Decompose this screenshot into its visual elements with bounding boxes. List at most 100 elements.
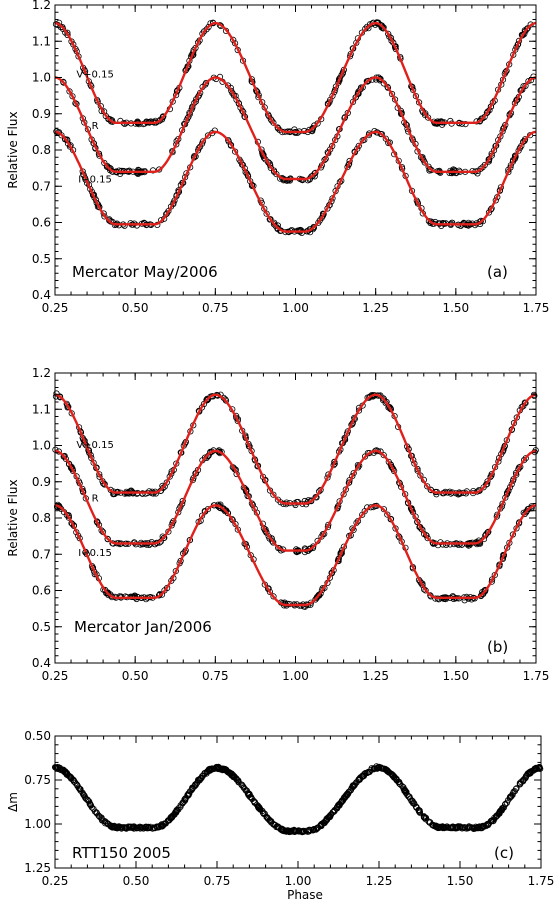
c-data-point <box>506 795 513 802</box>
a-data-point <box>438 118 445 125</box>
b-x-tick-label-2: 0.75 <box>202 669 229 683</box>
b-data-point <box>233 414 240 421</box>
panel-a-x-tick-labels: 0.25 0.50 0.75 1.00 1.25 1.50 1.75 <box>42 301 550 315</box>
c-data-point <box>285 828 292 835</box>
b-data-point <box>521 510 528 518</box>
a-data-point <box>141 219 148 226</box>
a-y-tick-label-8: 1.2 <box>32 0 51 12</box>
c-data-point <box>436 824 443 831</box>
c-data-point <box>123 824 130 832</box>
b-data-point <box>274 496 281 503</box>
a-data-point <box>268 117 275 124</box>
a-series-label-2: I−0.15 <box>78 174 112 185</box>
c-data-point <box>68 774 75 782</box>
a-data-point <box>53 128 60 135</box>
b-data-point <box>385 458 392 465</box>
b-series-label-2: I−0.15 <box>78 548 112 559</box>
c-data-point <box>86 801 93 808</box>
b-data-point <box>56 394 64 401</box>
b-data-point <box>270 491 277 498</box>
c-data-point <box>147 824 154 832</box>
c-data-point <box>530 767 537 774</box>
a-data-point <box>321 156 328 164</box>
a-data-point <box>60 78 67 86</box>
b-data-point <box>387 516 394 523</box>
b-model-curve-2 <box>54 504 537 607</box>
b-y-tick-label-5: 0.9 <box>32 475 51 489</box>
c-data-point <box>392 775 399 783</box>
a-data-point <box>419 155 426 162</box>
a-data-point <box>101 159 108 167</box>
b-x-tick-label-3: 1.00 <box>282 669 309 683</box>
c-data-point <box>336 801 343 808</box>
b-data-point <box>520 456 528 464</box>
b-data-point <box>520 402 527 410</box>
b-data-point <box>523 509 530 516</box>
c-data-point <box>509 790 516 797</box>
a-data-point <box>203 26 210 33</box>
c-data-point <box>292 827 300 835</box>
c-data-point <box>321 819 328 827</box>
b-data-point <box>361 453 369 460</box>
c-data-point <box>181 796 188 803</box>
b-data-point <box>422 587 429 594</box>
a-data-point <box>228 87 235 95</box>
a-data-point <box>359 137 366 144</box>
c-data-point <box>303 827 310 834</box>
b-data-point <box>60 453 68 460</box>
c-data-point <box>374 764 381 772</box>
a-x-tick-label-1: 0.50 <box>122 301 149 315</box>
c-data-point <box>158 822 165 830</box>
a-data-point <box>385 30 392 38</box>
c-data-point <box>68 775 75 782</box>
a-data-point <box>364 78 371 85</box>
panel-a-points <box>52 19 537 236</box>
c-data-point <box>330 809 337 816</box>
b-x-tick-label-4: 1.25 <box>362 669 389 683</box>
b-data-point <box>276 545 283 552</box>
a-data-point <box>59 23 66 31</box>
c-data-point <box>220 766 227 774</box>
b-data-point <box>418 525 425 533</box>
b-data-point <box>424 483 431 490</box>
c-data-point <box>365 768 372 776</box>
c-data-point <box>402 789 409 797</box>
panel-c-ticks <box>54 735 542 869</box>
panel-b-model-curves <box>54 393 537 607</box>
panel-c-label: (c) <box>494 844 514 862</box>
b-data-point <box>270 539 277 546</box>
panel-b-ylabel: Relative Flux <box>6 479 20 556</box>
c-x-tick-label-3: 1.00 <box>285 874 312 888</box>
c-data-point <box>261 810 268 817</box>
c-data-point <box>318 821 325 828</box>
b-data-point <box>269 538 276 545</box>
b-data-point <box>143 541 150 548</box>
c-data-point <box>122 824 129 831</box>
a-data-point <box>106 217 113 224</box>
b-x-tick-label-5: 1.50 <box>442 669 469 683</box>
c-data-point <box>306 826 314 834</box>
a-data-point <box>428 218 435 225</box>
c-data-point <box>512 785 520 793</box>
b-data-point <box>312 493 319 501</box>
b-data-point <box>424 534 431 542</box>
c-data-point <box>421 814 428 821</box>
a-data-point <box>522 28 529 35</box>
c-data-point <box>88 804 95 811</box>
panel-c-ylabel: Δm <box>6 792 20 812</box>
c-data-point <box>83 795 90 803</box>
c-data-point <box>363 769 371 777</box>
a-data-point <box>384 83 391 91</box>
c-x-tick-label-4: 1.25 <box>366 874 393 888</box>
c-x-tick-label-6: 1.75 <box>528 874 555 888</box>
c-data-point <box>317 821 324 829</box>
panel-b-label: (b) <box>487 638 508 656</box>
c-data-point <box>465 823 473 830</box>
b-data-point <box>359 511 366 518</box>
a-data-point <box>421 159 428 166</box>
a-data-point <box>270 119 277 126</box>
b-data-point <box>98 527 105 534</box>
c-data-point <box>425 818 432 825</box>
panel-b-ticks <box>54 372 537 664</box>
